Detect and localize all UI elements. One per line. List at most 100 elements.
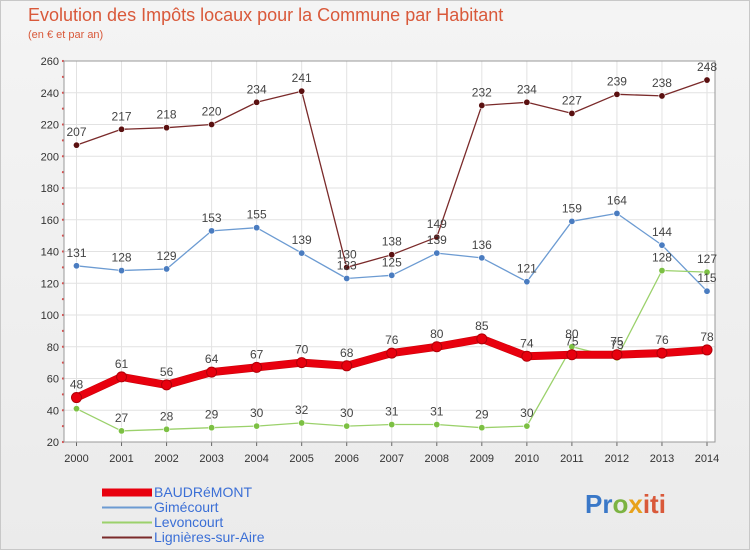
plot-border — [63, 60, 716, 443]
data-label: 128 — [112, 251, 132, 265]
data-label: 115 — [697, 271, 716, 285]
data-label: 78 — [700, 330, 714, 344]
data-point — [298, 419, 306, 427]
data-point — [611, 349, 623, 361]
legend-swatch-baudremont — [102, 488, 152, 497]
legend-swatch-levoncourt — [102, 521, 152, 524]
data-label: 68 — [340, 346, 354, 360]
x-tick-label: 2012 — [605, 453, 629, 465]
y-tick-label: 240 — [41, 88, 59, 100]
data-label: 125 — [382, 255, 402, 269]
data-label: 80 — [565, 327, 579, 341]
data-label: 220 — [202, 105, 222, 119]
legend-label-levoncourt: Levoncourt — [154, 514, 224, 530]
data-point — [343, 274, 351, 282]
data-point — [253, 98, 261, 106]
data-point — [703, 76, 711, 84]
data-label: 149 — [427, 217, 447, 231]
data-label: 155 — [247, 208, 267, 222]
x-tick-label: 2006 — [334, 453, 358, 465]
chart-title: Evolution des Impôts locaux pour la Comm… — [28, 5, 504, 25]
data-point — [523, 98, 531, 106]
data-point — [343, 422, 351, 430]
data-label: 31 — [385, 405, 399, 419]
data-label: 144 — [652, 225, 672, 239]
data-label: 30 — [340, 406, 354, 420]
data-label: 218 — [157, 108, 177, 122]
data-label: 131 — [66, 246, 86, 260]
data-label: 27 — [115, 411, 129, 425]
data-point — [703, 268, 711, 276]
data-label: 73 — [610, 338, 624, 352]
data-label: 234 — [247, 82, 267, 96]
x-tick-label: 2000 — [64, 453, 88, 465]
y-tick-label: 160 — [41, 215, 59, 227]
data-point — [613, 90, 621, 98]
x-tick-label: 2005 — [289, 453, 313, 465]
data-point — [566, 349, 578, 361]
y-tick-label: 200 — [41, 151, 59, 163]
data-label: 136 — [472, 238, 492, 252]
data-label: 61 — [115, 357, 129, 371]
data-point — [118, 125, 126, 133]
data-point — [478, 424, 486, 432]
data-label: 164 — [607, 193, 627, 207]
data-point — [163, 425, 171, 433]
data-label: 76 — [655, 333, 669, 347]
legend: BAUDRéMONT Gimécourt Levoncourt Lignière… — [102, 485, 264, 545]
data-point — [253, 422, 261, 430]
data-point — [388, 421, 396, 429]
data-label: 76 — [385, 333, 399, 347]
data-point — [208, 424, 216, 432]
data-label: 29 — [475, 408, 489, 422]
data-label: 32 — [295, 403, 309, 417]
y-tick-label: 220 — [41, 120, 59, 132]
data-label: 248 — [697, 60, 717, 74]
data-point — [433, 421, 441, 429]
data-label: 139 — [427, 233, 447, 247]
data-point — [208, 121, 216, 129]
data-label: 217 — [112, 109, 132, 123]
series-3 — [73, 76, 711, 271]
data-point — [71, 392, 82, 404]
data-label: 241 — [292, 71, 312, 85]
series-0 — [71, 333, 713, 404]
data-point — [658, 92, 666, 100]
data-label: 30 — [520, 406, 534, 420]
data-point — [253, 224, 261, 232]
x-tick-label: 2003 — [199, 453, 223, 465]
legend-label-gimecourt: Gimécourt — [154, 499, 219, 515]
x-tick-label: 2009 — [470, 453, 494, 465]
legend-label-baudremont: BAUDRéMONT — [154, 484, 253, 500]
data-label: 64 — [205, 352, 219, 366]
data-label: 234 — [517, 82, 537, 96]
x-tick-label: 2010 — [515, 453, 539, 465]
data-point — [73, 405, 81, 413]
data-point — [298, 87, 306, 95]
data-point — [73, 141, 81, 149]
y-tick-label: 60 — [47, 374, 59, 386]
data-point — [206, 366, 218, 378]
x-tick-label: 2011 — [560, 453, 584, 465]
y-tick-label: 260 — [41, 56, 59, 68]
data-point — [118, 267, 126, 275]
data-point — [568, 109, 576, 117]
x-tick-label: 2001 — [109, 453, 133, 465]
data-point — [163, 265, 171, 273]
legend-swatch-lignieres — [102, 536, 152, 539]
data-label: 75 — [610, 335, 624, 349]
data-label: 31 — [430, 405, 444, 419]
data-label: 232 — [472, 85, 492, 99]
legend-item-baudremont: BAUDRéMONT — [102, 485, 264, 500]
chart-subtitle: (en € et par an) — [28, 29, 104, 41]
data-label: 85 — [475, 319, 489, 333]
y-tick-label: 20 — [47, 437, 59, 449]
data-label: 238 — [652, 76, 672, 90]
legend-item-gimecourt: Gimécourt — [102, 500, 264, 515]
y-tick-label: 180 — [41, 183, 59, 195]
data-label: 29 — [205, 408, 219, 422]
data-point — [341, 360, 353, 372]
data-label: 207 — [66, 125, 86, 139]
y-tick-label: 40 — [47, 405, 59, 417]
